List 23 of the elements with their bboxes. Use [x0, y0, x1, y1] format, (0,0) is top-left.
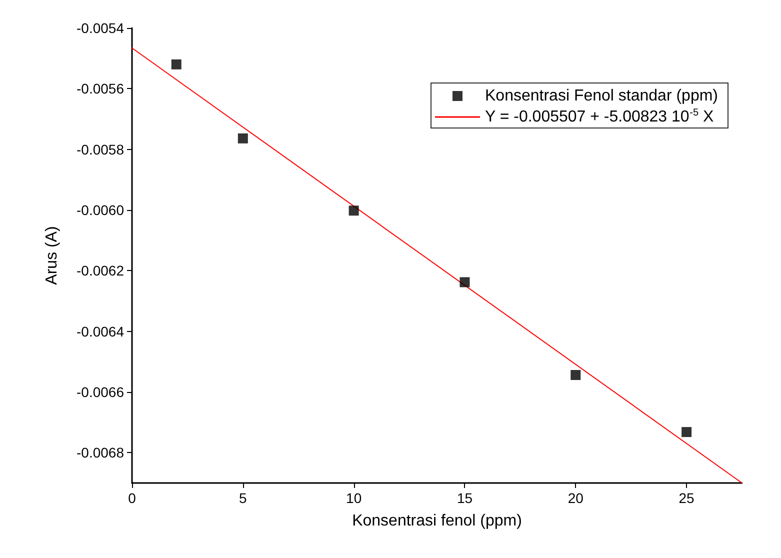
point — [171, 59, 182, 70]
y-tick-label: -0.0054 — [76, 20, 124, 36]
x-tick-label: 0 — [128, 490, 136, 506]
point — [348, 206, 359, 216]
y-tick-label: -0.0064 — [76, 323, 124, 340]
x-tick-label: 20 — [568, 490, 584, 506]
x-tick-label: 5 — [239, 490, 248, 506]
y-tick-label: -0.0062 — [76, 262, 124, 279]
y-tick-label: -0.0060 — [76, 202, 124, 218]
x-tick-label: 10 — [346, 490, 362, 506]
y-tick-label: -0.0056 — [76, 80, 124, 97]
y-tick-label: -0.0058 — [76, 141, 124, 158]
point — [238, 133, 248, 144]
y-axis-title: Arus (A) — [44, 226, 60, 285]
y-tick-label: -0.0066 — [76, 384, 124, 400]
x-tick-label: 25 — [678, 490, 695, 506]
point — [570, 370, 581, 380]
x-axis-title: Konsentrasi fenol (ppm) — [352, 512, 522, 530]
point — [682, 427, 692, 438]
x-tick-label: 15 — [456, 490, 473, 506]
y-tick-label: -0.0068 — [76, 444, 124, 461]
point — [460, 277, 470, 288]
legend-label: Konsentrasi Fenol standar (ppm) — [485, 88, 718, 104]
